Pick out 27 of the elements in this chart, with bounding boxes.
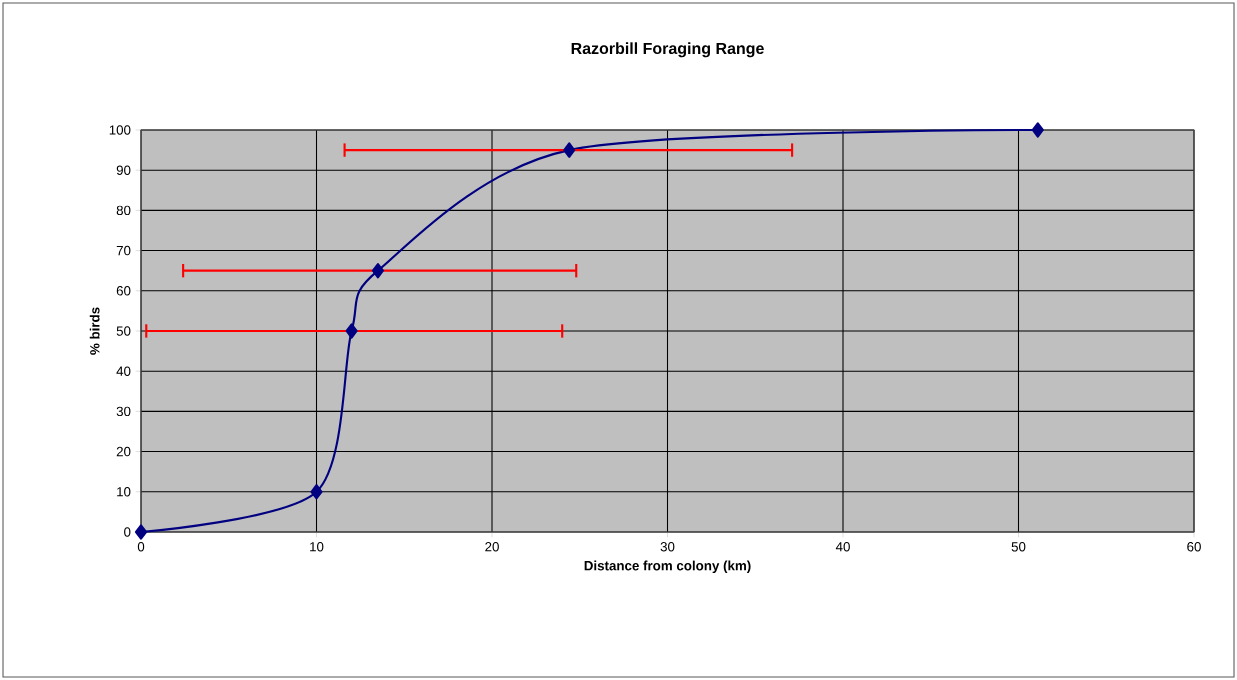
y-tick-label: 80	[116, 205, 131, 216]
y-tick-label: 50	[116, 326, 131, 336]
x-axis-title: Distance from colony (km)	[584, 560, 751, 574]
x-tick-label: 40	[835, 542, 850, 552]
y-tick-label: 10	[117, 487, 131, 497]
x-tick-label: 60	[1187, 542, 1201, 552]
y-tick-label: 90	[116, 165, 131, 175]
y-tick-label: 60	[116, 286, 131, 296]
y-tick-label: 0	[124, 527, 131, 537]
point	[1031, 122, 1044, 138]
y-tick-label: 100	[109, 125, 131, 135]
point	[563, 142, 576, 158]
x-tick-label: 20	[485, 542, 499, 552]
x-tick-label: 50	[1011, 542, 1026, 552]
point	[134, 524, 148, 540]
point	[345, 323, 358, 339]
y-axis-title: % birds	[89, 307, 100, 355]
x-tick-label: 30	[660, 542, 675, 552]
y-tick-label: 20	[116, 446, 131, 457]
chart-title: Razorbill Foraging Range	[571, 42, 764, 58]
point	[310, 484, 323, 500]
y-tick-label: 40	[116, 366, 131, 376]
y-tick-label: 30	[116, 406, 131, 417]
x-tick-label: 0	[137, 542, 145, 552]
x-tick-label: 10	[310, 542, 324, 552]
y-tick-label: 70	[116, 245, 131, 256]
point	[371, 262, 384, 279]
